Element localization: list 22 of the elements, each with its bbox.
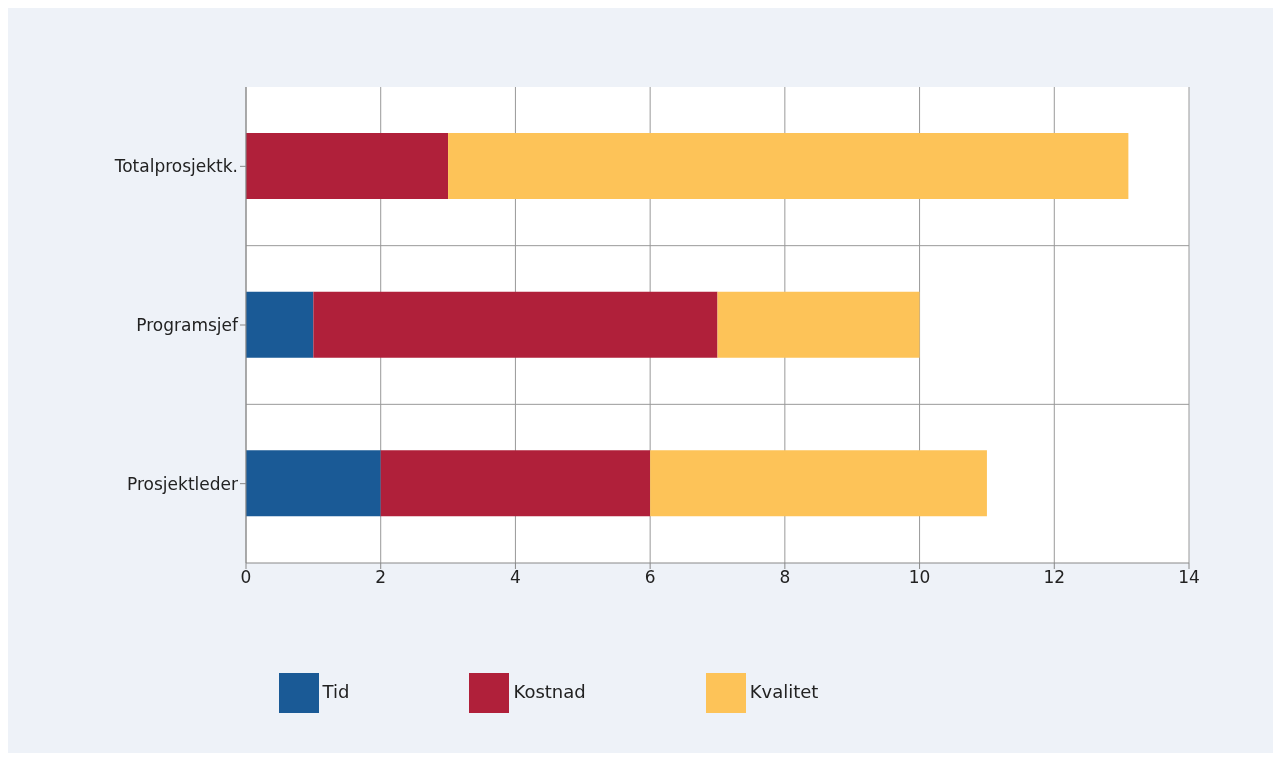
x-tick-label: 10 (908, 567, 931, 588)
legend-label: Kvalitet (749, 681, 819, 702)
x-tick-label: 2 (375, 567, 387, 588)
bar (246, 450, 381, 517)
x-tick-label: 0 (240, 567, 252, 588)
bar (246, 133, 449, 199)
x-tick-label: 12 (1043, 567, 1066, 588)
bar (380, 450, 651, 517)
x-tick-label: 4 (510, 567, 521, 588)
legend-label: Tid (322, 681, 350, 702)
bar (448, 133, 1129, 199)
bar (717, 291, 920, 358)
y-tick-label: Programsjef (136, 315, 239, 336)
legend-label: Kostnad (513, 681, 586, 702)
y-tick-label: Totalprosjektk. (113, 156, 238, 177)
x-tick-label: 6 (644, 567, 656, 588)
x-tick-label: 8 (779, 567, 791, 588)
bar (313, 291, 718, 358)
bar (246, 291, 314, 358)
x-tick-label: 14 (1178, 567, 1200, 588)
y-tick-label: Prosjektleder (127, 473, 238, 494)
bar (650, 450, 987, 517)
